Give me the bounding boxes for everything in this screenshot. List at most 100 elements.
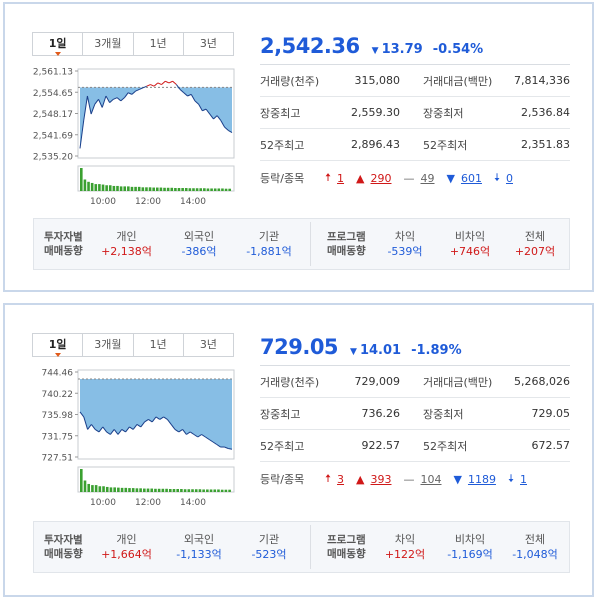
tab-3year[interactable]: 3년: [182, 33, 233, 55]
tab-3year[interactable]: 3년: [182, 334, 233, 356]
stats-row-volume: 거래량(천주) 315,080 거래대금(백만) 7,814,336: [260, 65, 570, 97]
rising-link[interactable]: ▲ 393: [356, 472, 392, 486]
price-line-segment: [116, 97, 122, 102]
y-tick-label: 744.46: [42, 369, 74, 379]
volume-bar: [101, 184, 105, 191]
price-line-segment: [150, 84, 155, 87]
price-line-segment: [124, 92, 129, 98]
price-line-segment: [205, 108, 211, 115]
y-tick-label: 2,548.17: [33, 110, 73, 120]
intraday-chart: 744.46 740.22 735.98 731.75 727.51 10:00 12:00…: [5, 363, 250, 518]
price-line-segment: [208, 439, 214, 443]
volume-bar: [209, 489, 213, 492]
rising-link[interactable]: ▲ 290: [356, 171, 392, 185]
volume-bar: [192, 188, 195, 191]
price-line-segment: [165, 80, 170, 84]
program-total: 전체 -1,048억: [505, 532, 565, 562]
price-line-segment: [132, 424, 138, 430]
upper-limit-link[interactable]: 🠅 1: [325, 169, 344, 188]
price-line-segment: [83, 95, 88, 121]
volume-bar: [120, 487, 124, 492]
volume-bar: [176, 489, 179, 492]
volume-bar: [156, 187, 159, 191]
unchanged-link[interactable]: —49: [403, 171, 435, 185]
stat-value: 2,536.84: [521, 106, 570, 119]
unchanged-link[interactable]: —104: [403, 472, 442, 486]
falling-link[interactable]: ▼ 1189: [453, 472, 496, 486]
volume-bar: [203, 188, 206, 191]
up-triangle-icon: ▲: [356, 171, 365, 185]
volume-bar: [91, 485, 94, 492]
upper-limit-link[interactable]: 🠅 3: [325, 470, 344, 489]
x-tick-label: 12:00: [135, 197, 161, 207]
volume-bar: [194, 489, 198, 492]
volume-bar: [131, 488, 135, 492]
volume-bar: [98, 184, 101, 191]
price-line-segment: [170, 424, 176, 430]
x-tick-label: 10:00: [90, 197, 116, 207]
kosdaq-panel: 1일 3개월 1년 3년 744.46 740.22 735.98 731.75 727…: [3, 303, 594, 597]
flow-value: +746억: [449, 245, 491, 258]
volume-bar: [206, 489, 209, 492]
stat-label: 장중최저: [423, 407, 464, 421]
price-line-segment: [216, 115, 222, 121]
volume-frame: [77, 466, 235, 493]
price-chart-svg: 744.46 740.22 735.98 731.75 727.51 10:00 12:00…: [42, 369, 235, 508]
volume-bar: [157, 488, 161, 492]
volume-bar: [146, 488, 150, 492]
flow-value: -386억: [181, 245, 217, 258]
falling-link[interactable]: ▼ 601: [446, 171, 482, 185]
investor-institution: 기관 -523억: [234, 532, 304, 562]
lower-limit-link[interactable]: 🠇 0: [494, 169, 513, 188]
price-line-segment: [139, 87, 144, 90]
y-tick-label: 2,554.65: [33, 89, 73, 99]
tab-3month[interactable]: 3개월: [82, 334, 132, 356]
tab-1year[interactable]: 1년: [132, 33, 183, 55]
stats-row-intraday: 장중최고 2,559.30 장중최저 2,536.84: [260, 97, 570, 129]
price-line-segment: [157, 82, 162, 85]
price-line-segment: [216, 444, 221, 448]
price-line-segment: [87, 424, 92, 430]
price-line-segment: [110, 429, 115, 435]
period-tabs: 1일 3개월 1년 3년: [32, 32, 234, 56]
tab-3month[interactable]: 3개월: [82, 33, 132, 55]
volume-bar: [166, 187, 170, 191]
stat-value: 729,009: [354, 375, 401, 388]
stat-label: 장중최고: [260, 407, 301, 421]
program-arbitrage: 차익 +122억: [375, 532, 435, 562]
volume-bar: [213, 489, 217, 492]
tab-1year[interactable]: 1년: [132, 334, 183, 356]
price-line-segment: [224, 446, 229, 449]
program-arbitrage: 차익 -539억: [375, 229, 435, 259]
stat-label: 52주최저: [423, 138, 468, 152]
x-tick-label: 10:00: [90, 498, 116, 508]
stat-value: 736.26: [361, 407, 401, 420]
flow-value: -1,133억: [176, 548, 222, 561]
flow-value: +207억: [514, 245, 556, 258]
volume-bar: [159, 187, 163, 191]
price-line-segment: [86, 95, 92, 115]
volume-bar: [87, 181, 90, 191]
tab-1day[interactable]: 1일: [33, 334, 82, 357]
investor-institution: 기관 -1,881억: [234, 229, 304, 259]
stat-value: 2,559.30: [351, 106, 400, 119]
volume-bar: [94, 485, 98, 492]
investor-foreign: 외국인 -386억: [164, 229, 234, 259]
tab-1day[interactable]: 1일: [33, 33, 82, 56]
price-line-segment: [98, 426, 104, 433]
price-line-segment: [212, 441, 218, 445]
volume-bar: [168, 489, 172, 492]
lower-limit-link[interactable]: 🠇 1: [508, 470, 527, 489]
active-tab-caret-icon: [54, 353, 61, 357]
price-line-segment: [79, 411, 85, 418]
price-line-segment: [102, 426, 107, 433]
flow-value: -1,881억: [246, 245, 292, 258]
price-line-segment: [159, 416, 164, 420]
investor-individual: 개인 +2,138억: [89, 229, 164, 259]
volume-bar: [183, 489, 187, 492]
plot-frame: [77, 68, 235, 159]
down-triangle-icon: ▼: [453, 472, 462, 486]
arrow-up-icon: 🠅: [325, 170, 332, 184]
index-change-pct: -1.89%: [411, 343, 462, 358]
price-chart-svg: 2,561.13 2,554.65 2,548.17 2,541.69 2,535.20…: [33, 68, 235, 207]
